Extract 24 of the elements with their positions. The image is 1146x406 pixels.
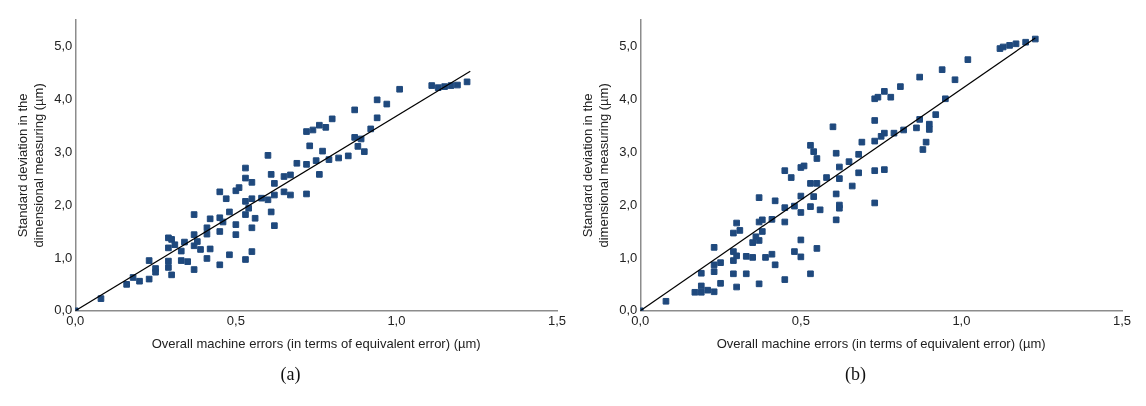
x-tick-label: 0,0 [66,313,85,329]
y-tick-label: 2,0 [54,196,73,212]
x-tick-label: 0,5 [791,313,810,329]
y-tick-label: 5,0 [54,38,73,54]
x-axis-title: Overall machine errors (in terms of equivalent error) (µm) [716,335,1046,351]
x-tick-label: 1,0 [952,313,971,329]
x-tick-label: 1,5 [547,313,567,329]
x-tick-label: 1,5 [1112,313,1132,329]
x-axis-title: Overall machine errors (in terms of equivalent error) (µm) [151,335,481,351]
y-tick-label: 5,0 [619,38,638,54]
y-tick-label: 3,0 [619,143,638,159]
y-tick-label: 4,0 [619,90,638,106]
text: (b) [845,364,866,385]
y-axis-title: Standard deviation in the dimensional measuring (µm) [15,83,46,248]
y-tick-label: 3,0 [54,143,73,159]
y-tick-label: 1,0 [54,249,73,265]
y-tick-label: 4,0 [54,90,73,106]
y-axis-title: Standard deviation in the dimensional measuring (µm) [580,83,611,248]
x-tick-label: 0,0 [631,313,650,329]
y-tick-label: 1,0 [619,249,638,265]
y-tick-label: 2,0 [619,196,638,212]
text: (a) [280,364,301,385]
x-tick-label: 0,5 [226,313,245,329]
x-tick-label: 1,0 [387,313,406,329]
